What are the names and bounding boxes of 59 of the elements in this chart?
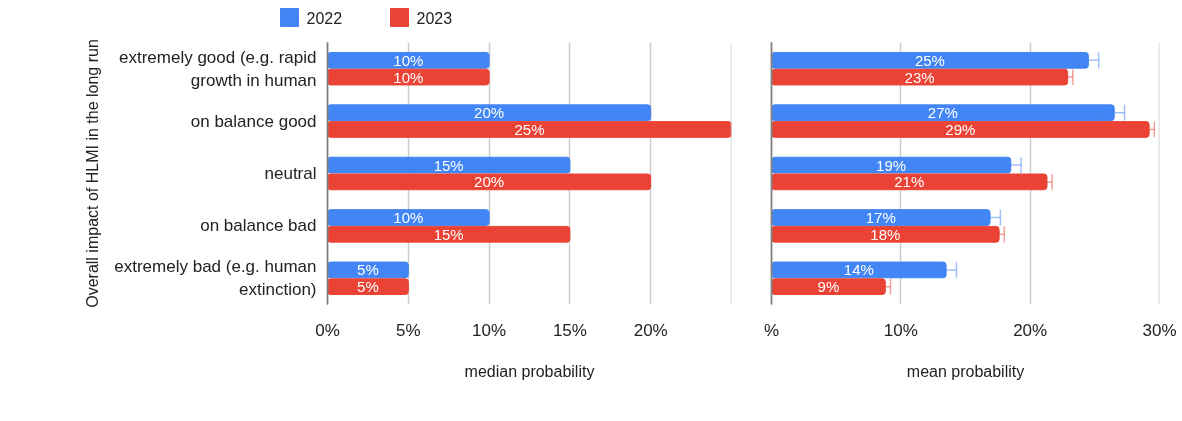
x-axis-title: mean probability xyxy=(906,362,1025,380)
data-label: 20% xyxy=(474,173,505,191)
legend-label: 2022 xyxy=(306,9,343,27)
x-tick-label: 10% xyxy=(883,320,918,340)
data-label: 5% xyxy=(357,261,379,279)
bar xyxy=(327,173,652,191)
y-tick-label: on balance good xyxy=(190,111,317,131)
y-tick-label: on balance bad xyxy=(200,216,317,236)
data-label: 10% xyxy=(393,51,424,69)
data-label: 10% xyxy=(393,209,424,227)
data-label: 23% xyxy=(904,68,935,86)
bar xyxy=(771,51,1089,69)
bar xyxy=(327,225,571,243)
data-label: 5% xyxy=(357,278,379,296)
bar xyxy=(771,68,1069,86)
bar xyxy=(327,121,732,138)
data-label: 10% xyxy=(393,68,424,86)
x-tick-label: % xyxy=(763,320,780,340)
x-tick-label: 0% xyxy=(315,320,340,340)
bar xyxy=(771,104,1115,122)
data-label: 15% xyxy=(433,225,464,243)
y-tick-label: extremely bad (e.g. human extinction) xyxy=(114,257,317,300)
bar xyxy=(327,68,490,86)
data-label: 25% xyxy=(514,120,545,138)
legend-label: 2023 xyxy=(416,9,453,27)
bar xyxy=(771,121,1150,138)
bar xyxy=(771,209,991,226)
bar xyxy=(771,225,1000,243)
data-label: 27% xyxy=(927,104,958,122)
y-tick-label: extremely good (e.g. rapid growth in human xyxy=(119,47,317,90)
y-tick-label: neutral xyxy=(264,164,317,183)
data-label: 18% xyxy=(870,225,901,243)
data-label: 9% xyxy=(817,278,840,296)
bar xyxy=(771,156,1012,174)
x-tick-label: 15% xyxy=(552,320,587,340)
data-label: 21% xyxy=(894,173,925,191)
x-tick-label: 10% xyxy=(472,320,507,340)
x-tick-label: 5% xyxy=(396,320,421,340)
x-tick-label: 20% xyxy=(1013,320,1048,340)
data-label: 29% xyxy=(945,120,976,138)
bar xyxy=(771,261,947,279)
bar xyxy=(327,104,652,122)
data-label: 15% xyxy=(433,156,464,174)
bar xyxy=(327,51,490,69)
bar xyxy=(327,261,409,279)
data-label: 14% xyxy=(843,261,874,279)
data-label: 25% xyxy=(914,51,945,69)
data-label: 19% xyxy=(876,156,907,174)
bar xyxy=(327,156,571,174)
bar xyxy=(327,209,490,226)
x-axis-title: median probability xyxy=(464,362,595,380)
bar xyxy=(771,278,886,296)
bar xyxy=(771,173,1048,191)
data-label: 20% xyxy=(474,104,505,122)
data-label: 17% xyxy=(865,209,896,227)
x-tick-label: 30% xyxy=(1142,320,1177,340)
y-axis-title: Overall impact of HLMI in the long run xyxy=(84,39,102,308)
bar xyxy=(327,278,409,296)
x-tick-label: 20% xyxy=(633,320,668,340)
